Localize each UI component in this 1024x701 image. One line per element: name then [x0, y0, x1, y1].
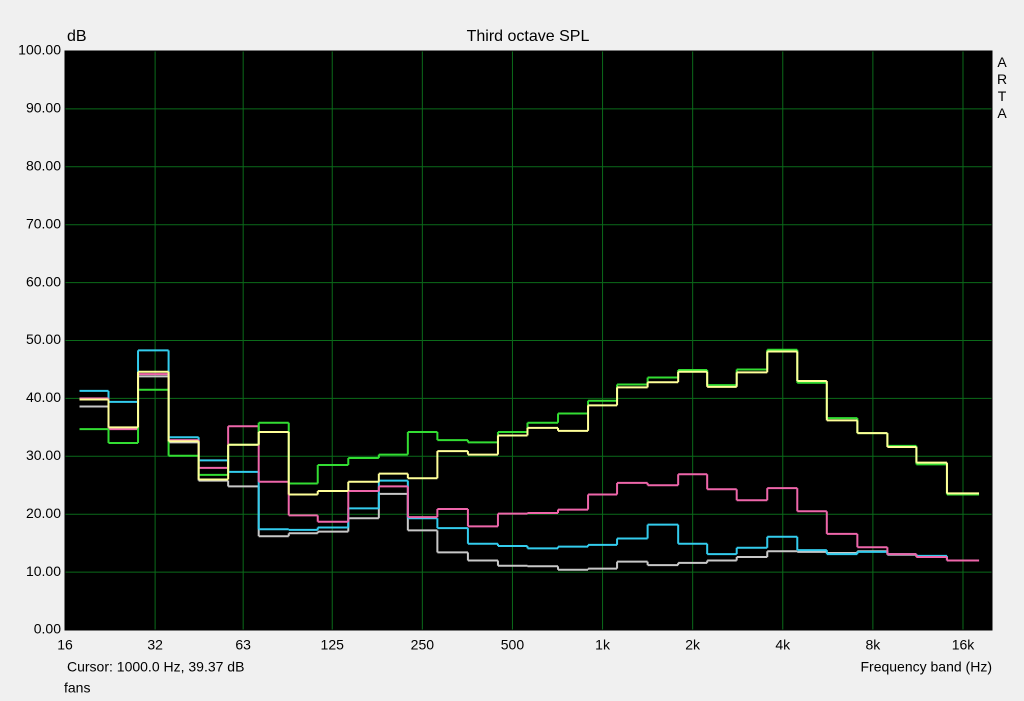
- y-unit-label: dB: [67, 28, 87, 45]
- y-tick-label: 80.00: [26, 158, 61, 174]
- chart-title: Third octave SPL: [467, 28, 590, 45]
- y-tick-label: 20.00: [26, 505, 61, 521]
- x-tick-label: 16: [57, 637, 73, 653]
- x-tick-label: 250: [411, 637, 435, 653]
- y-tick-label: 0.00: [34, 621, 61, 637]
- x-tick-label: 63: [235, 637, 251, 653]
- y-tick-label: 10.00: [26, 563, 61, 579]
- x-tick-label: 125: [321, 637, 345, 653]
- plot-frame: [64, 50, 993, 631]
- y-tick-label: 70.00: [26, 215, 61, 231]
- x-tick-label: 32: [147, 637, 163, 653]
- x-tick-label: 1k: [595, 637, 611, 653]
- x-tick-label: 8k: [865, 637, 881, 653]
- cursor-readout: Cursor: 1000.0 Hz, 39.37 dB: [67, 659, 244, 675]
- x-tick-label: 2k: [685, 637, 701, 653]
- x-axis-label: Frequency band (Hz): [860, 659, 992, 675]
- x-tick-label: 500: [501, 637, 525, 653]
- y-tick-label: 40.00: [26, 389, 61, 405]
- y-tick-label: 90.00: [26, 100, 61, 116]
- x-tick-label: 16k: [952, 637, 976, 653]
- y-tick-label: 60.00: [26, 273, 61, 289]
- y-tick-label: 30.00: [26, 447, 61, 463]
- brand-label: ARTA: [994, 54, 1010, 122]
- series: [79, 350, 980, 496]
- footer-label: fans: [64, 680, 90, 696]
- x-tick-label: 4k: [775, 637, 791, 653]
- y-tick-label: 100.00: [18, 42, 61, 58]
- y-tick-label: 50.00: [26, 331, 61, 347]
